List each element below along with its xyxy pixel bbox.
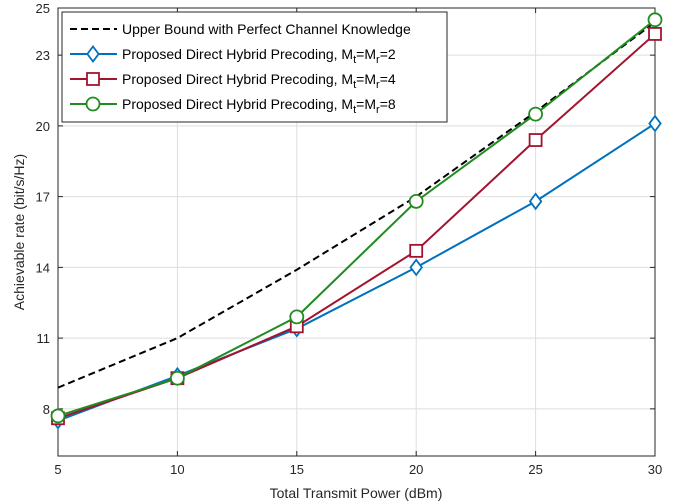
y-tick-label: 11 (37, 331, 51, 346)
data-point (528, 192, 543, 211)
legend-label: Proposed Direct Hybrid Precoding, Mt=Mr=… (122, 71, 396, 91)
y-tick-label: 8 (43, 402, 50, 417)
legend-text-part: =M (356, 46, 376, 62)
legend-subscript: r (376, 104, 380, 116)
series-line-4 (57, 19, 656, 417)
legend-text-part: =M (356, 71, 376, 87)
legend-label: Proposed Direct Hybrid Precoding, Mt=Mr=… (122, 46, 396, 66)
legend-text-part: Proposed Direct Hybrid Precoding, M (122, 96, 353, 112)
data-point (647, 12, 663, 28)
legend-label: Proposed Direct Hybrid Precoding, Mt=Mr=… (122, 96, 396, 116)
data-point (289, 309, 305, 325)
data-point (409, 258, 423, 277)
legend-label: Upper Bound with Perfect Channel Knowled… (122, 21, 411, 37)
data-point (169, 370, 185, 386)
x-tick-label: 25 (528, 462, 542, 477)
legend-marker (85, 96, 101, 112)
data-point (648, 114, 662, 133)
legend-subscript: t (353, 104, 356, 116)
legend-text-part: =M (356, 96, 376, 112)
x-tick-label: 15 (290, 462, 304, 477)
legend: Upper Bound with Perfect Channel Knowled… (61, 11, 448, 123)
legend-text-part: =2 (380, 46, 396, 62)
x-tick-label: 20 (409, 462, 423, 477)
y-tick-label: 20 (36, 119, 50, 134)
legend-marker (86, 45, 100, 63)
series-line-2 (57, 122, 656, 422)
legend-text-part: =4 (380, 71, 396, 87)
data-point (50, 408, 66, 424)
legend-box (61, 11, 448, 123)
y-tick-label: 14 (36, 260, 50, 275)
data-point (528, 133, 543, 147)
series-1 (57, 21, 656, 389)
series-layer (50, 12, 663, 430)
legend-text-part: Proposed Direct Hybrid Precoding, M (122, 46, 353, 62)
x-tick-label: 10 (170, 462, 184, 477)
legend-text-part: Proposed Direct Hybrid Precoding, M (122, 71, 353, 87)
data-point (409, 243, 424, 258)
x-axis-title: Total Transmit Power (dBm) (270, 485, 443, 501)
legend-subscript: t (353, 79, 356, 91)
data-point (408, 193, 424, 209)
series-line-1 (57, 21, 656, 389)
legend-text-part: =8 (380, 96, 396, 112)
plot-frame (57, 7, 656, 457)
x-tick-label: 5 (54, 462, 61, 477)
series-4 (50, 12, 663, 424)
y-tick-label: 17 (36, 190, 50, 205)
axis-ticks: 5 10 15 20 25 30 8 11 14 17 20 23 25 (36, 1, 663, 477)
data-point (648, 27, 662, 41)
legend-marker (86, 72, 100, 86)
y-axis-title: Achievable rate (bit/s/Hz) (11, 154, 27, 310)
y-tick-label: 25 (36, 1, 50, 16)
data-point (528, 106, 543, 122)
legend-subscript: t (353, 54, 356, 66)
legend-subscript: r (376, 54, 380, 66)
y-tick-label: 23 (36, 48, 50, 63)
x-tick-label: 30 (648, 462, 662, 477)
legend-subscript: r (376, 79, 380, 91)
